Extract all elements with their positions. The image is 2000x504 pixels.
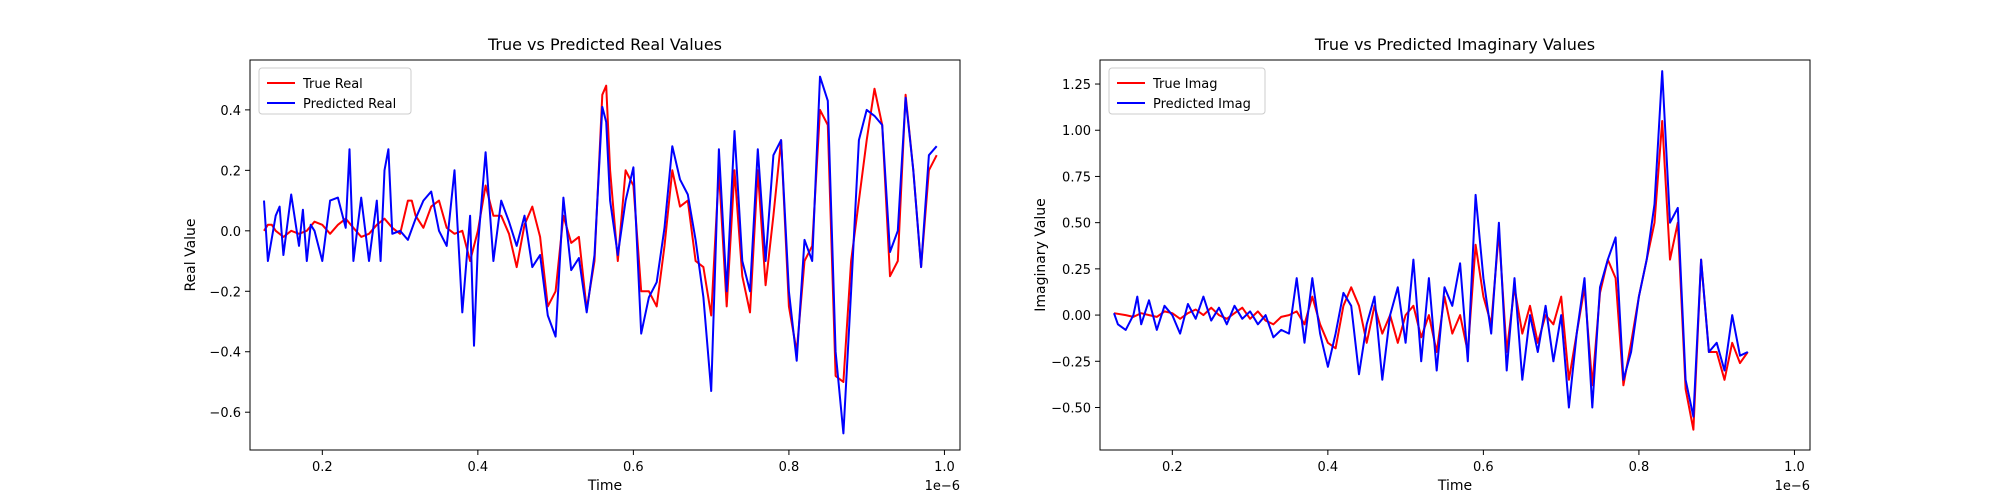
y-tick-label: −0.4 bbox=[209, 346, 241, 361]
x-tick-label: 0.4 bbox=[1318, 460, 1339, 475]
legend-box bbox=[258, 67, 412, 115]
y-tick-label: −0.25 bbox=[1051, 355, 1091, 370]
legend: True Imag Predicted Imag bbox=[1108, 67, 1266, 115]
series-line-true-imag bbox=[1113, 120, 1749, 431]
y-tick-label: 0.0 bbox=[220, 225, 241, 240]
y-tick-label: −0.50 bbox=[1051, 401, 1091, 416]
y-axis-label: Imaginary Value bbox=[1033, 198, 1049, 312]
y-tick-label: 0.25 bbox=[1062, 263, 1091, 278]
legend: True Real Predicted Real bbox=[258, 67, 412, 115]
x-tick-label: 0.6 bbox=[1473, 460, 1494, 475]
y-tick-label: −0.2 bbox=[209, 285, 241, 300]
legend-label: Predicted Imag bbox=[1153, 97, 1251, 112]
y-tick-label: 1.00 bbox=[1062, 124, 1091, 139]
x-tick-label: 0.8 bbox=[1629, 460, 1650, 475]
x-tick-label: 0.2 bbox=[1162, 460, 1183, 475]
series-line-predicted-real bbox=[263, 75, 938, 435]
x-tick-label: 1.0 bbox=[934, 460, 955, 475]
y-tick-label: 0.50 bbox=[1062, 217, 1091, 232]
y-tick-label: 0.00 bbox=[1062, 309, 1091, 324]
y-tick-label: 0.4 bbox=[220, 104, 241, 119]
legend-label: Predicted Real bbox=[303, 97, 396, 112]
legend-label: True Real bbox=[302, 77, 363, 92]
x-tick-label: 0.6 bbox=[623, 460, 644, 475]
real-values-panel: 0.2 0.4 0.6 0.8 1.0 −0.6 −0.4 −0.2 0.0 0.2 0.4 True… bbox=[183, 35, 961, 494]
x-axis-label: Time bbox=[587, 478, 622, 494]
x-tick-label: 0.4 bbox=[468, 460, 489, 475]
x-axis-offset-label: 1e−6 bbox=[925, 479, 960, 494]
series-line-predicted-imag bbox=[1113, 70, 1749, 418]
chart-title: True vs Predicted Imaginary Values bbox=[1314, 35, 1595, 54]
y-tick-label: −0.6 bbox=[209, 406, 241, 421]
legend-label: True Imag bbox=[1152, 77, 1217, 92]
imaginary-values-panel: 0.2 0.4 0.6 0.8 1.0 −0.50 −0.25 0.00 0.25 0.50 0.7… bbox=[1033, 35, 1811, 494]
y-tick-label: 1.25 bbox=[1062, 78, 1091, 93]
y-axis-label: Real Value bbox=[183, 218, 199, 291]
x-tick-label: 0.8 bbox=[779, 460, 800, 475]
chart-title: True vs Predicted Real Values bbox=[487, 35, 722, 54]
y-tick-label: 0.75 bbox=[1062, 170, 1091, 185]
legend-box bbox=[1108, 67, 1266, 115]
y-tick-label: 0.2 bbox=[220, 164, 241, 179]
x-tick-label: 1.0 bbox=[1784, 460, 1805, 475]
x-tick-label: 0.2 bbox=[312, 460, 333, 475]
plot-frame bbox=[249, 59, 961, 451]
x-axis-label: Time bbox=[1437, 478, 1472, 494]
plot-frame bbox=[1099, 59, 1811, 451]
x-axis-offset-label: 1e−6 bbox=[1775, 479, 1810, 494]
